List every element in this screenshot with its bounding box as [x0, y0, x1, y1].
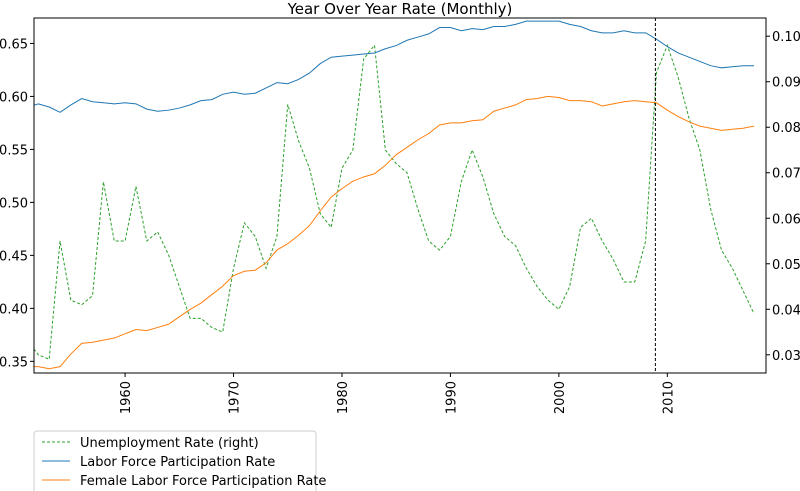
x-tick-label: 2010: [661, 381, 676, 414]
y-tick-label: 0.60: [0, 90, 28, 105]
x-tick-label: 1970: [228, 381, 243, 414]
legend-label: Female Labor Force Participation Rate: [80, 474, 326, 489]
y-tick-label: 0.40: [0, 302, 28, 317]
y2-tick-label: 0.040: [772, 303, 800, 318]
legend-label: Labor Force Participation Rate: [80, 455, 275, 470]
y-tick-label: 0.50: [0, 196, 28, 211]
y2-tick-label: 0.100: [772, 30, 800, 45]
y-tick-label: 0.65: [0, 37, 28, 52]
y2-tick-label: 0.090: [772, 76, 800, 91]
x-tick-label: 1990: [444, 381, 459, 414]
series-line: [34, 43, 755, 361]
y2-tick-label: 0.060: [772, 212, 800, 227]
x-tick-label: 1980: [336, 381, 351, 414]
x-tick-label: 2000: [553, 381, 568, 414]
y2-tick-label: 0.070: [772, 167, 800, 182]
series-line: [34, 20, 755, 113]
chart-title: Year Over Year Rate (Monthly): [287, 0, 513, 18]
legend-label: Unemployment Rate (right): [80, 436, 259, 451]
y2-tick-label: 0.080: [772, 121, 800, 136]
y-tick-label: 0.55: [0, 143, 28, 158]
y-tick-label: 0.45: [0, 249, 28, 264]
plot-lines: [34, 20, 755, 370]
y-tick-label: 0.35: [0, 355, 28, 370]
y2-tick-label: 0.050: [772, 258, 800, 273]
series-line: [34, 95, 755, 370]
legend-box: [33, 430, 317, 491]
y2-tick-label: 0.030: [772, 349, 800, 364]
x-tick-label: 1960: [119, 381, 134, 414]
plot-frame: [33, 17, 767, 374]
